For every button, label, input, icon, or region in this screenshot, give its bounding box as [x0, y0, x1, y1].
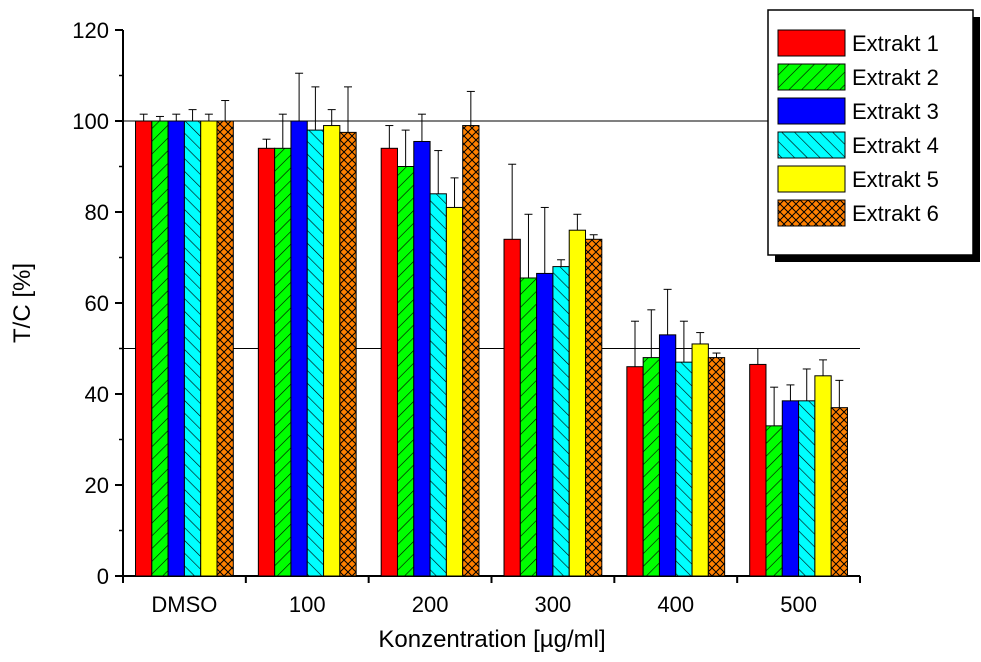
y-tick-label: 40	[85, 382, 109, 407]
legend-label: Extrakt 6	[852, 201, 939, 226]
bar	[781, 400, 800, 577]
y-tick-label: 100	[72, 109, 109, 134]
bar-pattern	[274, 148, 291, 577]
bar	[290, 120, 308, 577]
bar-pattern	[765, 425, 783, 576]
bar-pattern	[552, 266, 570, 576]
bar-pattern	[831, 407, 848, 576]
bar-pattern	[184, 121, 201, 576]
bar	[413, 140, 431, 577]
x-tick-label: 300	[535, 592, 572, 617]
legend-label: Extrakt 2	[852, 65, 939, 90]
y-axis-label: T/C [%]	[9, 263, 36, 343]
bar	[200, 120, 218, 577]
bar	[445, 206, 464, 577]
x-tick-label: DMSO	[151, 592, 217, 617]
bar-pattern	[675, 362, 693, 576]
y-tick-label: 80	[85, 200, 109, 225]
bar-pattern	[798, 400, 815, 576]
bar	[536, 272, 554, 577]
legend-swatch	[777, 165, 846, 193]
x-axis-label: Konzentration [µg/ml]	[378, 626, 605, 653]
bar-pattern	[462, 125, 479, 577]
bar-pattern	[217, 121, 234, 576]
bar	[658, 334, 677, 577]
x-tick-label: 400	[657, 592, 694, 617]
legend-swatch-pattern	[778, 64, 845, 90]
bar	[380, 147, 398, 577]
legend-swatch	[777, 97, 846, 125]
bar	[323, 125, 341, 577]
x-tick-label: 500	[780, 592, 817, 617]
bar	[749, 363, 767, 577]
y-tick-label: 120	[72, 18, 109, 43]
bar-pattern	[708, 357, 725, 576]
bar	[814, 375, 832, 577]
bar	[568, 229, 587, 577]
legend-label: Extrakt 3	[852, 99, 939, 124]
legend-swatch-pattern	[778, 200, 845, 226]
bar	[503, 238, 521, 577]
y-tick-label: 20	[85, 473, 109, 498]
bar-pattern	[307, 130, 324, 576]
legend-label: Extrakt 5	[852, 167, 939, 192]
y-tick-label: 60	[85, 291, 109, 316]
bar	[691, 343, 709, 577]
bar-pattern	[151, 121, 169, 576]
bar-pattern	[339, 132, 357, 576]
bar	[626, 366, 644, 577]
y-tick-label: 0	[97, 564, 109, 589]
legend-swatch	[777, 29, 846, 57]
bar	[135, 120, 153, 577]
bar-pattern	[643, 357, 660, 576]
bar	[167, 120, 185, 577]
legend-label: Extrakt 1	[852, 31, 939, 56]
bar-pattern	[397, 166, 414, 576]
bar-pattern	[430, 193, 447, 577]
bar	[257, 147, 276, 577]
x-tick-label: 100	[289, 592, 326, 617]
bar-pattern	[585, 239, 602, 577]
legend-label: Extrakt 4	[852, 133, 939, 158]
x-tick-label: 200	[412, 592, 449, 617]
bar-pattern	[520, 277, 537, 576]
legend-swatch-pattern	[778, 132, 845, 158]
